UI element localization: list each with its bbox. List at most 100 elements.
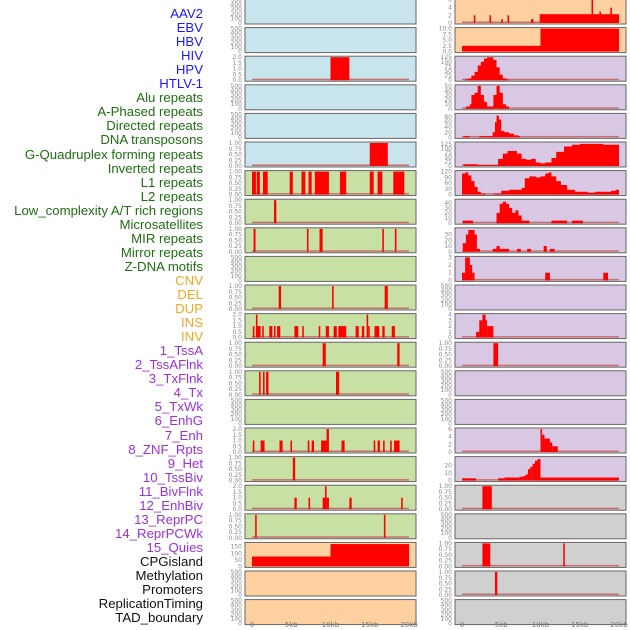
y-tick-label: 40 (444, 124, 452, 131)
y-tick-label: 1.5 (232, 60, 242, 67)
y-tick-label: 0.25 (229, 357, 243, 364)
y-tick-label: 0.00 (229, 392, 243, 399)
y-tick-label: 0.25 (229, 529, 243, 536)
signal-bar (401, 497, 403, 510)
signal-bar (369, 171, 374, 195)
y-tick-label: 0 (448, 392, 452, 399)
baseline (462, 364, 619, 367)
signal-bar (383, 440, 385, 452)
signal-bar (307, 440, 310, 452)
y-tick-label: 0 (448, 106, 452, 113)
y-tick-label: 3 (448, 254, 452, 261)
y-tick-label: 0 (448, 420, 452, 427)
track-label: 14_ReprPCWk (115, 525, 203, 541)
baseline (252, 221, 409, 224)
x-tick-label: 20kb (610, 621, 628, 629)
left-panel: 0.000.250.500.751.00 (229, 226, 417, 256)
signal-bar (311, 440, 315, 452)
y-tick-label: 0.0 (232, 449, 242, 456)
track-label: 9_Het (167, 455, 203, 471)
baseline (252, 193, 409, 195)
y-tick-label: 0.75 (229, 289, 243, 296)
y-tick-label: 20 (444, 97, 452, 104)
baseline (252, 307, 409, 309)
y-tick-label: 0.00 (229, 535, 243, 542)
y-tick-label: 20 (444, 129, 452, 136)
track-label: 5_TxWk (154, 399, 203, 415)
y-tick-label: 1 (448, 270, 452, 277)
y-tick-label: 100 (441, 145, 453, 152)
signal-bar (519, 476, 524, 481)
signal-bar (262, 371, 265, 395)
signal-bar (391, 326, 395, 338)
y-tick-label: 6 (448, 426, 452, 433)
signal-bar (462, 478, 477, 481)
right-panel: 0.000.250.500.751.00 (439, 340, 627, 370)
y-tick-label: 400 (441, 602, 453, 609)
panel-background (454, 198, 627, 225)
y-tick-label: 500 (441, 283, 453, 290)
signal-bar (542, 434, 545, 452)
signal-area (462, 57, 510, 81)
track-label: DUP (175, 301, 203, 317)
track-label: Promoters (142, 582, 203, 598)
signal-area (462, 85, 510, 109)
y-tick-label: 1.00 (229, 140, 243, 147)
track-label: 3_TxFlnk (148, 371, 203, 387)
signal-bar (322, 343, 326, 367)
y-tick-label: 1.00 (229, 455, 243, 462)
signal-bar (294, 497, 297, 510)
y-tick-label: 0.75 (229, 460, 243, 467)
y-tick-label: 10 (444, 215, 452, 222)
y-tick-label: 0.00 (229, 478, 243, 485)
signal-bar (252, 440, 255, 452)
baseline (462, 336, 619, 338)
y-tick-label: 1.00 (229, 226, 243, 233)
signal-bar (255, 514, 257, 538)
signal-bar (489, 15, 492, 23)
y-tick-label: 0 (448, 249, 452, 256)
y-tick-label: 80 (444, 114, 452, 121)
track-label: 10_TssBiv (142, 469, 203, 485)
signal-bar (482, 543, 491, 567)
y-tick-label: 25 (444, 159, 452, 166)
right-column: 02460.02.55.07.510.002550751001250102030… (439, 0, 628, 629)
track-label: 4_Tx (173, 385, 203, 401)
track-label: 13_ReprPC (134, 511, 203, 527)
y-tick-label: 200 (441, 297, 453, 304)
y-tick-label: 200 (231, 268, 243, 275)
y-tick-label: 1.00 (439, 340, 453, 347)
signal-bar (394, 228, 397, 252)
panel-background (244, 513, 417, 540)
track-label: HBV (175, 34, 203, 50)
track-label: CNV (175, 272, 203, 288)
signal-area (462, 143, 619, 166)
panel-background (244, 0, 417, 25)
track-label-column: AAV2 EBV HBV HIV HPV HTLV-1 Alu repeats A-Phase… (0, 0, 203, 630)
baseline (252, 250, 409, 252)
left-panel: 0.000.250.500.751.00 (229, 512, 417, 542)
left-panel: 0.000.250.500.751.00 (229, 169, 417, 199)
signal-bar (530, 466, 533, 481)
y-tick-label: 1.00 (229, 169, 243, 176)
y-tick-label: 100 (231, 587, 243, 594)
track-label: Low_complexity A/T rich regions (14, 202, 203, 218)
signal-bar (252, 556, 331, 567)
y-tick-label: 120 (441, 169, 453, 176)
signal-bar (252, 326, 255, 338)
track-label: 2_TssAFlnk (134, 357, 203, 373)
y-tick-label: 400 (231, 116, 243, 123)
y-tick-label: 500 (231, 254, 243, 261)
signal-bar (462, 45, 541, 52)
signal-bar (332, 286, 334, 309)
y-tick-label: 100 (441, 530, 453, 537)
y-tick-label: 0 (448, 449, 452, 456)
y-tick-label: 500 (441, 598, 453, 605)
signal-bar (278, 286, 282, 309)
